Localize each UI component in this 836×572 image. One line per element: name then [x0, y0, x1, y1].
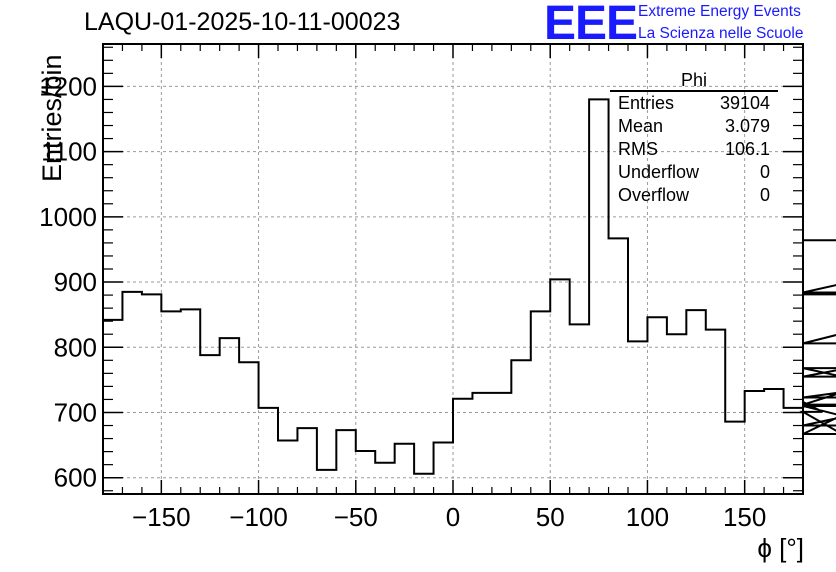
stats-key: Overflow — [618, 185, 690, 205]
tick-labels: −150 −100 −50 0 50 100 150 600 700 800 900 1000 1100… — [39, 71, 766, 532]
stats-value: 106.1 — [724, 139, 770, 159]
stats-box: Phi Entries 39104 Mean 3.079 RMS 106.1 U… — [610, 70, 778, 207]
logo-line-1: Extreme Energy Events — [638, 3, 801, 20]
plot-frame — [102, 43, 804, 495]
stats-title: Phi — [610, 70, 778, 92]
y-tick-label: 800 — [54, 332, 97, 362]
y-tick-label: 1200 — [39, 71, 97, 101]
y-tick-label: 1100 — [41, 137, 97, 167]
stats-value: 0 — [759, 162, 770, 182]
stats-key: Underflow — [618, 162, 700, 182]
axis-ticks — [102, 44, 804, 494]
stats-key: Mean — [618, 116, 664, 136]
y-axis-label: Entries/bin — [37, 54, 67, 182]
grid-lines — [103, 44, 803, 494]
stats-row: Entries 39104 — [610, 92, 778, 115]
eee-logo: EEE — [544, 0, 638, 50]
y-tick-label: 700 — [54, 397, 97, 427]
logo-line-2: La Scienza nelle Scuole — [638, 25, 804, 42]
stats-key: Entries — [618, 93, 675, 113]
stats-row: Overflow 0 — [610, 184, 778, 207]
chart-title: LAQU-01-2025-10-11-00023 — [84, 8, 401, 36]
histogram-line — [103, 98, 836, 475]
stats-row: Underflow 0 — [610, 161, 778, 184]
stats-value: 3.079 — [724, 116, 770, 136]
y-tick-label: 600 — [54, 463, 97, 493]
y-tick-label: 1000 — [39, 202, 97, 232]
x-tick-label: −150 — [132, 502, 191, 532]
stats-row: RMS 106.1 — [610, 138, 778, 161]
x-tick-label: 50 — [536, 502, 565, 532]
x-tick-label: −100 — [229, 502, 288, 532]
y-tick-label: 900 — [54, 267, 97, 297]
x-tick-label: 0 — [446, 502, 460, 532]
stats-value: 39104 — [719, 93, 770, 113]
x-tick-label: 150 — [723, 502, 766, 532]
y-axis-label-wrap: Entries/bin — [2, 40, 67, 190]
x-tick-label: 100 — [626, 502, 669, 532]
x-tick-label: −50 — [334, 502, 378, 532]
x-axis-label: ϕ [°] — [757, 533, 804, 563]
stats-value: 0 — [759, 185, 770, 205]
stats-key: RMS — [618, 139, 658, 159]
stats-row: Mean 3.079 — [610, 115, 778, 138]
